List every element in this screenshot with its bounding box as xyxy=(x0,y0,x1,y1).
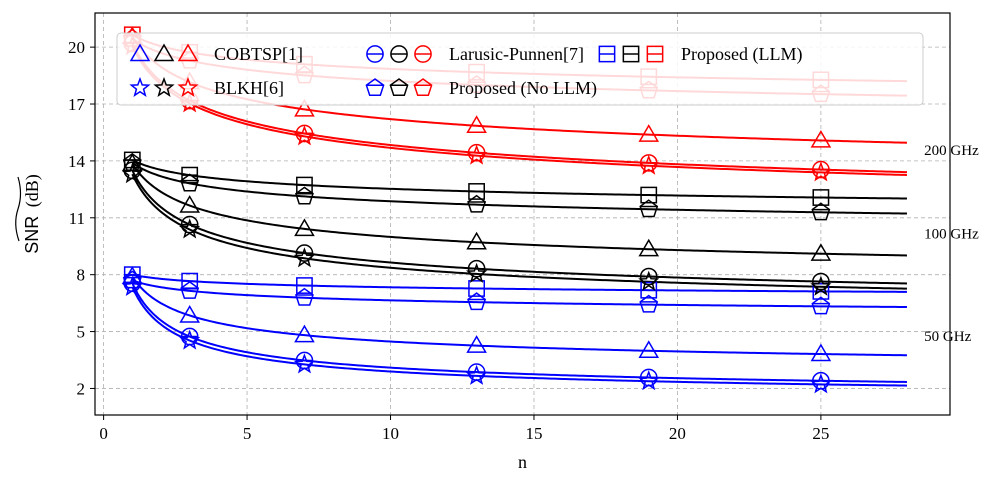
x-tick-label: 20 xyxy=(669,424,686,443)
data-point-50ghz-triangle xyxy=(638,340,660,359)
data-point-50ghz-triangle xyxy=(294,324,315,343)
x-tick-label: 5 xyxy=(243,424,252,443)
data-point-100ghz-pentagon xyxy=(811,202,831,221)
data-point-200ghz-triangle xyxy=(294,98,315,117)
data-point-100ghz-triangle xyxy=(638,238,660,257)
legend-label: COBTSP[1] xyxy=(214,44,303,64)
y-tick-label: 8 xyxy=(77,266,86,285)
data-point-100ghz-triangle xyxy=(294,218,315,237)
series-line-200ghz-star xyxy=(131,45,907,177)
y-axis-label-tilde xyxy=(15,176,22,242)
y-axis-label: SNR (dB) xyxy=(15,174,43,254)
legend-marker-triangle xyxy=(153,43,175,62)
y-tick-label: 5 xyxy=(77,323,86,342)
x-tick-label: 15 xyxy=(525,424,542,443)
series-line-100ghz-circle xyxy=(131,169,907,285)
series-line-50ghz-triangle xyxy=(131,276,907,357)
legend-label: BLKH[6] xyxy=(214,78,284,98)
series-line-50ghz-pentagon xyxy=(131,279,907,309)
data-point-100ghz-pentagon xyxy=(639,199,659,218)
legend-marker-triangle xyxy=(177,43,199,62)
series-line-100ghz-pentagon xyxy=(131,161,907,215)
series-line-100ghz-square xyxy=(131,159,907,200)
legend-marker-pentagon xyxy=(365,78,385,97)
data-point-100ghz-star xyxy=(810,275,832,296)
data-point-50ghz-triangle xyxy=(179,304,200,323)
data-point-100ghz-triangle xyxy=(179,195,200,213)
series-line-100ghz-triangle xyxy=(131,163,907,257)
data-point-200ghz-triangle xyxy=(810,129,832,148)
data-point-100ghz-triangle xyxy=(466,231,487,250)
legend-label: Larusic-Punnen[7] xyxy=(449,44,584,64)
x-tick-label: 0 xyxy=(99,424,108,443)
y-axis-label-symbol: SNR xyxy=(22,216,42,254)
band-annotation: 50 GHz xyxy=(924,329,971,345)
series-line-200ghz-circle xyxy=(131,42,907,174)
x-tick-label: 10 xyxy=(382,424,399,443)
data-point-100ghz-star xyxy=(638,270,660,291)
data-point-50ghz-triangle xyxy=(810,343,832,362)
legend-label: Proposed (LLM) xyxy=(681,44,802,65)
legend-label: Proposed (No LLM) xyxy=(449,78,597,99)
legend-marker-star xyxy=(129,76,151,98)
data-point-50ghz-pentagon xyxy=(639,294,659,313)
band-annotation: 200 GHz xyxy=(924,143,979,159)
legend-marker-pentagon xyxy=(389,78,409,97)
legend: COBTSP[1] Larusic-Punnen[7] Proposed (LLM)… xyxy=(116,32,924,106)
legend-marker-triangle xyxy=(129,43,151,62)
y-tick-label: 14 xyxy=(68,152,86,171)
data-point-100ghz-star xyxy=(293,247,316,268)
series-line-100ghz-star xyxy=(131,173,907,290)
plot-area-frame xyxy=(94,12,951,416)
legend-marker-pentagon xyxy=(413,78,433,97)
y-tick-label: 2 xyxy=(77,379,86,398)
band-annotations: 200 GHz 100 GHz 50 GHz xyxy=(924,143,979,345)
series-line-50ghz-star xyxy=(131,286,907,387)
legend-marker-star xyxy=(153,76,175,98)
y-tick-label: 20 xyxy=(68,38,85,57)
series-line-50ghz-square xyxy=(132,273,907,293)
x-tick-label: 25 xyxy=(812,424,829,443)
data-point-100ghz-triangle xyxy=(810,243,832,261)
data-point-100ghz-star xyxy=(465,262,488,283)
y-tick-label: 11 xyxy=(69,209,85,228)
y-axis-label-unit: (dB) xyxy=(22,174,43,207)
legend-box xyxy=(116,32,924,106)
data-point-50ghz-pentagon xyxy=(467,292,487,311)
data-point-200ghz-triangle xyxy=(466,115,487,133)
y-tick-label: 17 xyxy=(68,95,86,114)
x-axis-label: n xyxy=(518,452,527,472)
data-point-200ghz-triangle xyxy=(638,124,660,142)
data-point-100ghz-pentagon xyxy=(467,194,487,213)
series-line-50ghz-circle xyxy=(131,282,907,383)
band-annotation: 100 GHz xyxy=(924,227,979,243)
svg-text:SNR (dB): SNR (dB) xyxy=(22,174,43,254)
data-point-50ghz-triangle xyxy=(466,335,487,353)
data-point-50ghz-pentagon xyxy=(811,296,831,315)
legend-marker-star xyxy=(177,76,199,98)
